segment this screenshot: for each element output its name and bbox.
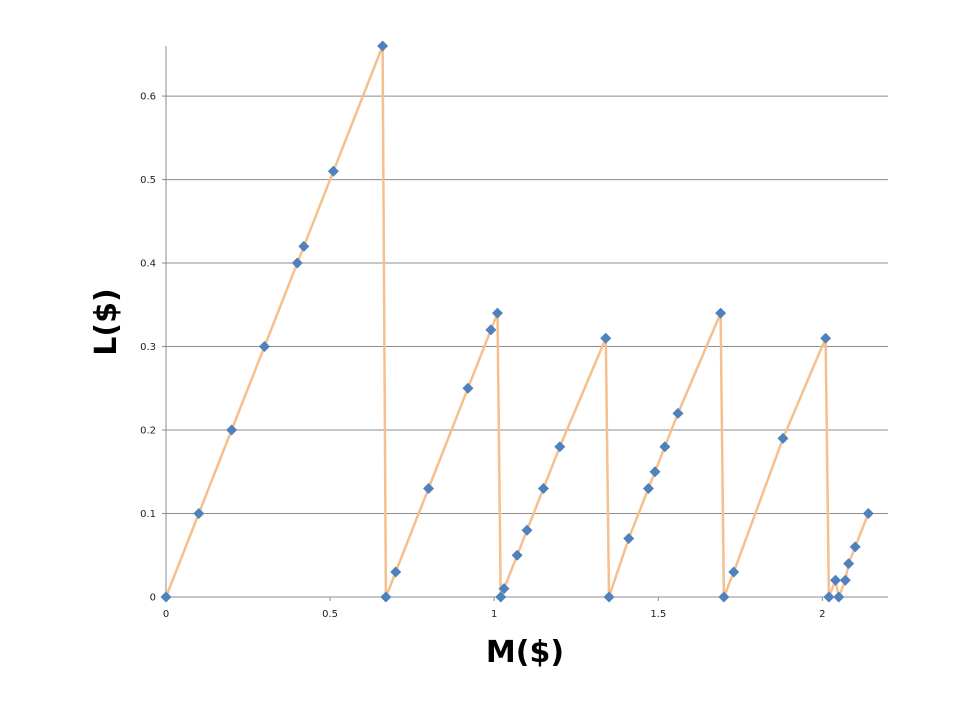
data-point xyxy=(485,324,497,336)
data-point xyxy=(603,591,615,603)
data-point xyxy=(258,341,270,353)
y-tick-labels: 0 0.1 0.2 0.3 0.4 0.5 0.6 xyxy=(140,92,156,604)
data-series xyxy=(160,40,874,603)
data-point xyxy=(715,307,727,319)
data-point xyxy=(554,441,566,453)
data-point xyxy=(672,407,684,419)
data-point xyxy=(537,482,549,494)
data-point xyxy=(659,441,671,453)
y-tick-label-1: 0.1 xyxy=(140,509,156,520)
data-point xyxy=(728,566,740,578)
data-point xyxy=(160,591,172,603)
y-tick-label-0: 0 xyxy=(150,593,156,604)
data-point xyxy=(642,482,654,494)
y-tick-label-3: 0.3 xyxy=(140,342,156,353)
data-point xyxy=(829,574,841,586)
data-point xyxy=(862,508,874,520)
gridlines xyxy=(166,95,888,515)
data-point xyxy=(462,382,474,394)
data-point xyxy=(649,466,661,478)
data-point xyxy=(193,508,205,520)
y-tick-label-4: 0.4 xyxy=(140,259,156,270)
data-point xyxy=(623,533,635,545)
x-tick-labels: 0 0.5 1 1.5 2 xyxy=(163,609,826,620)
x-tick-label-2: 1 xyxy=(491,609,497,620)
x-tick-label-3: 1.5 xyxy=(650,609,666,620)
series-line-0 xyxy=(164,44,870,599)
data-point xyxy=(839,574,851,586)
data-point xyxy=(377,40,389,52)
data-point xyxy=(521,524,533,536)
data-point xyxy=(423,482,435,494)
y-tick-label-5: 0.5 xyxy=(140,175,156,186)
y-tick-label-2: 0.2 xyxy=(140,426,156,437)
data-point xyxy=(849,541,861,553)
data-point xyxy=(298,240,310,252)
data-point xyxy=(291,257,303,269)
data-point xyxy=(390,566,402,578)
data-point xyxy=(777,432,789,444)
data-point xyxy=(718,591,730,603)
data-point xyxy=(820,332,832,344)
x-axis-title: M($) xyxy=(486,635,564,670)
data-point xyxy=(843,558,855,570)
data-point xyxy=(511,549,523,561)
data-point xyxy=(495,591,507,603)
x-tick-label-4: 2 xyxy=(819,609,825,620)
x-tick-label-0: 0 xyxy=(163,609,169,620)
data-point xyxy=(491,307,503,319)
axes xyxy=(162,46,888,601)
data-point xyxy=(380,591,392,603)
y-axis-title: L($) xyxy=(89,288,124,355)
x-tick-label-1: 0.5 xyxy=(322,609,338,620)
data-point xyxy=(498,583,510,595)
data-point xyxy=(600,332,612,344)
data-point xyxy=(833,591,845,603)
data-point xyxy=(327,165,339,177)
data-point xyxy=(823,591,835,603)
y-tick-label-6: 0.6 xyxy=(140,92,156,103)
data-point xyxy=(226,424,238,436)
